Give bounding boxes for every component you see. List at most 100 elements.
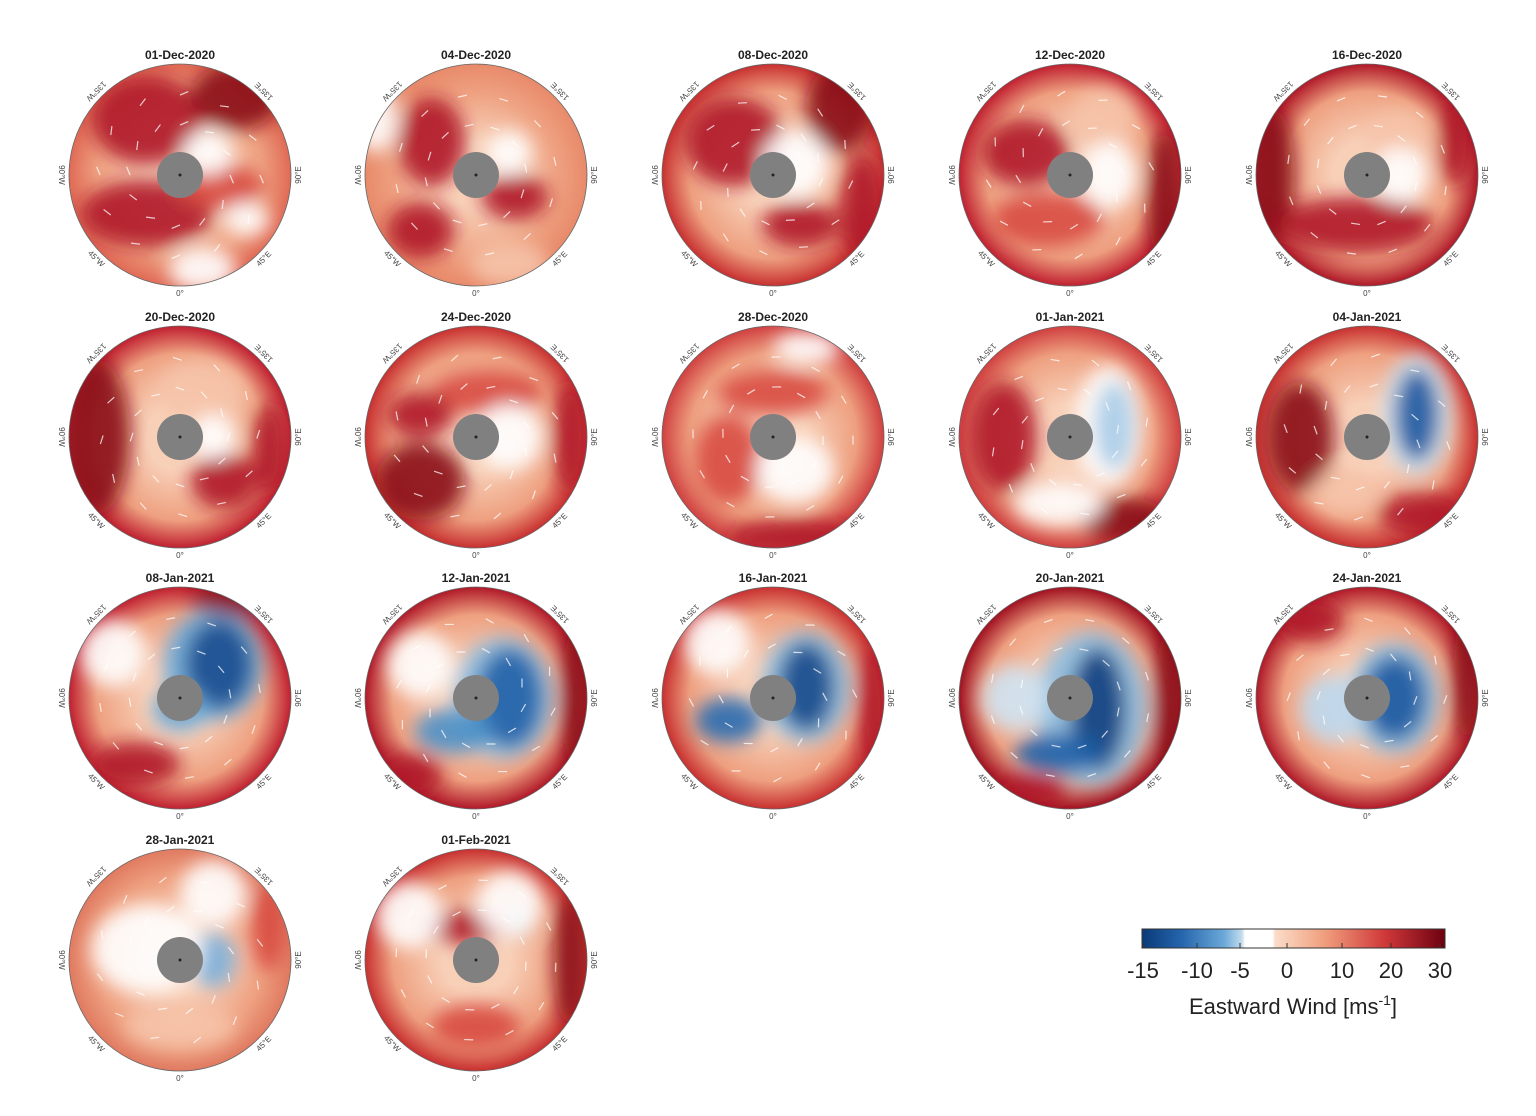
panel-title: 01-Dec-2020	[145, 48, 215, 62]
panel-title: 28-Jan-2021	[146, 833, 215, 847]
map-boundary	[364, 848, 588, 1072]
wind-vectors	[688, 613, 858, 783]
panel-title: 08-Dec-2020	[738, 48, 808, 62]
wind-vectors	[1283, 353, 1451, 521]
north-pole-dot	[178, 173, 182, 177]
panel-title: 08-Jan-2021	[146, 571, 215, 585]
wind-vectors	[985, 90, 1155, 260]
map-boundary	[958, 586, 1182, 810]
colorbar-label: Eastward Wind [ms-1]	[1189, 992, 1397, 1019]
longitude-label: 90°W	[1244, 427, 1253, 447]
longitude-label: 90°E	[294, 166, 303, 183]
colorbar-tick-label: -10	[1181, 958, 1213, 983]
panel-title: 01-Feb-2021	[441, 833, 511, 847]
longitude-label: 90°E	[294, 689, 303, 706]
longitude-label: 90°E	[590, 951, 599, 968]
longitude-label: 90°E	[294, 428, 303, 445]
north-pole-dot	[474, 173, 478, 177]
north-pole-dot	[1068, 435, 1072, 439]
north-pole-dot	[1068, 173, 1072, 177]
map-boundary	[661, 63, 885, 287]
wind-field	[69, 326, 291, 548]
longitude-label: 90°W	[947, 165, 956, 185]
panel-title: 12-Jan-2021	[442, 571, 511, 585]
longitude-label: 0°	[472, 1074, 480, 1083]
wind-vectors	[692, 356, 854, 518]
longitude-label: 0°	[1363, 289, 1371, 298]
colorbar-tick-label: 10	[1330, 958, 1354, 983]
wind-field	[1256, 326, 1478, 548]
longitude-label: 90°W	[947, 427, 956, 447]
north-pole-dot	[1365, 696, 1369, 700]
longitude-label: 90°W	[947, 688, 956, 708]
north-pole-dot	[771, 173, 775, 177]
wind-vectors	[96, 91, 264, 259]
map-boundary	[68, 586, 292, 810]
longitude-label: 0°	[769, 551, 777, 560]
wind-field	[69, 64, 291, 286]
longitude-label: 90°E	[590, 689, 599, 706]
wind-vectors	[393, 354, 559, 520]
north-pole-dot	[474, 958, 478, 962]
map-boundary	[661, 325, 885, 549]
longitude-label: 90°W	[1244, 165, 1253, 185]
panel-title: 01-Jan-2021	[1036, 310, 1105, 324]
longitude-label: 0°	[769, 812, 777, 821]
map-boundary	[68, 848, 292, 1072]
north-pole-dot	[178, 696, 182, 700]
longitude-label: 90°W	[1244, 688, 1253, 708]
wind-field	[1256, 64, 1478, 286]
longitude-label: 0°	[176, 551, 184, 560]
longitude-label: 90°E	[1481, 689, 1490, 706]
panel-title: 16-Dec-2020	[1332, 48, 1402, 62]
longitude-label: 90°W	[57, 165, 66, 185]
wind-vectors	[99, 617, 261, 779]
north-pole-dot	[771, 435, 775, 439]
wind-vectors	[1286, 617, 1448, 779]
colorbar-tick-label: 20	[1379, 958, 1403, 983]
colorbar-tick-label: 30	[1428, 958, 1452, 983]
longitude-label: 90°W	[57, 950, 66, 970]
wind-vectors	[396, 618, 556, 778]
longitude-label: 90°W	[650, 688, 659, 708]
longitude-label: 90°E	[294, 951, 303, 968]
longitude-label: 0°	[1363, 551, 1371, 560]
longitude-label: 90°E	[1481, 428, 1490, 445]
panel-title: 20-Dec-2020	[145, 310, 215, 324]
longitude-label: 90°W	[353, 688, 362, 708]
map-boundary	[958, 325, 1182, 549]
longitude-label: 0°	[1066, 551, 1074, 560]
longitude-label: 90°E	[590, 428, 599, 445]
map-boundary	[68, 63, 292, 287]
wind-vectors	[990, 618, 1150, 778]
panel-title: 20-Jan-2021	[1036, 571, 1105, 585]
panel-title: 28-Dec-2020	[738, 310, 808, 324]
longitude-label: 90°W	[353, 165, 362, 185]
longitude-label: 90°E	[1184, 689, 1193, 706]
wind-vectors	[1287, 95, 1447, 255]
colorbar: -15 -10 -5 0 10 20 30 Eastward Wind [ms-1]	[1127, 928, 1452, 1019]
longitude-label: 90°E	[887, 428, 896, 445]
longitude-label: 0°	[472, 812, 480, 821]
map-boundary	[1255, 586, 1479, 810]
longitude-label: 0°	[1066, 812, 1074, 821]
north-pole-dot	[1365, 173, 1369, 177]
longitude-label: 0°	[769, 289, 777, 298]
longitude-label: 0°	[176, 1074, 184, 1083]
wind-vectors	[991, 358, 1149, 516]
wind-vectors	[692, 94, 854, 256]
colorbar-tick-label: 0	[1281, 958, 1293, 983]
wind-vectors	[99, 356, 261, 518]
map-boundary	[958, 63, 1182, 287]
